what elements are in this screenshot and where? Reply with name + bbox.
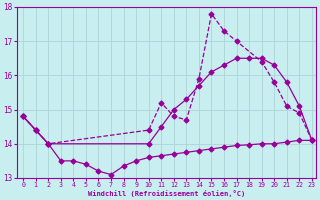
X-axis label: Windchill (Refroidissement éolien,°C): Windchill (Refroidissement éolien,°C) [88,190,245,197]
